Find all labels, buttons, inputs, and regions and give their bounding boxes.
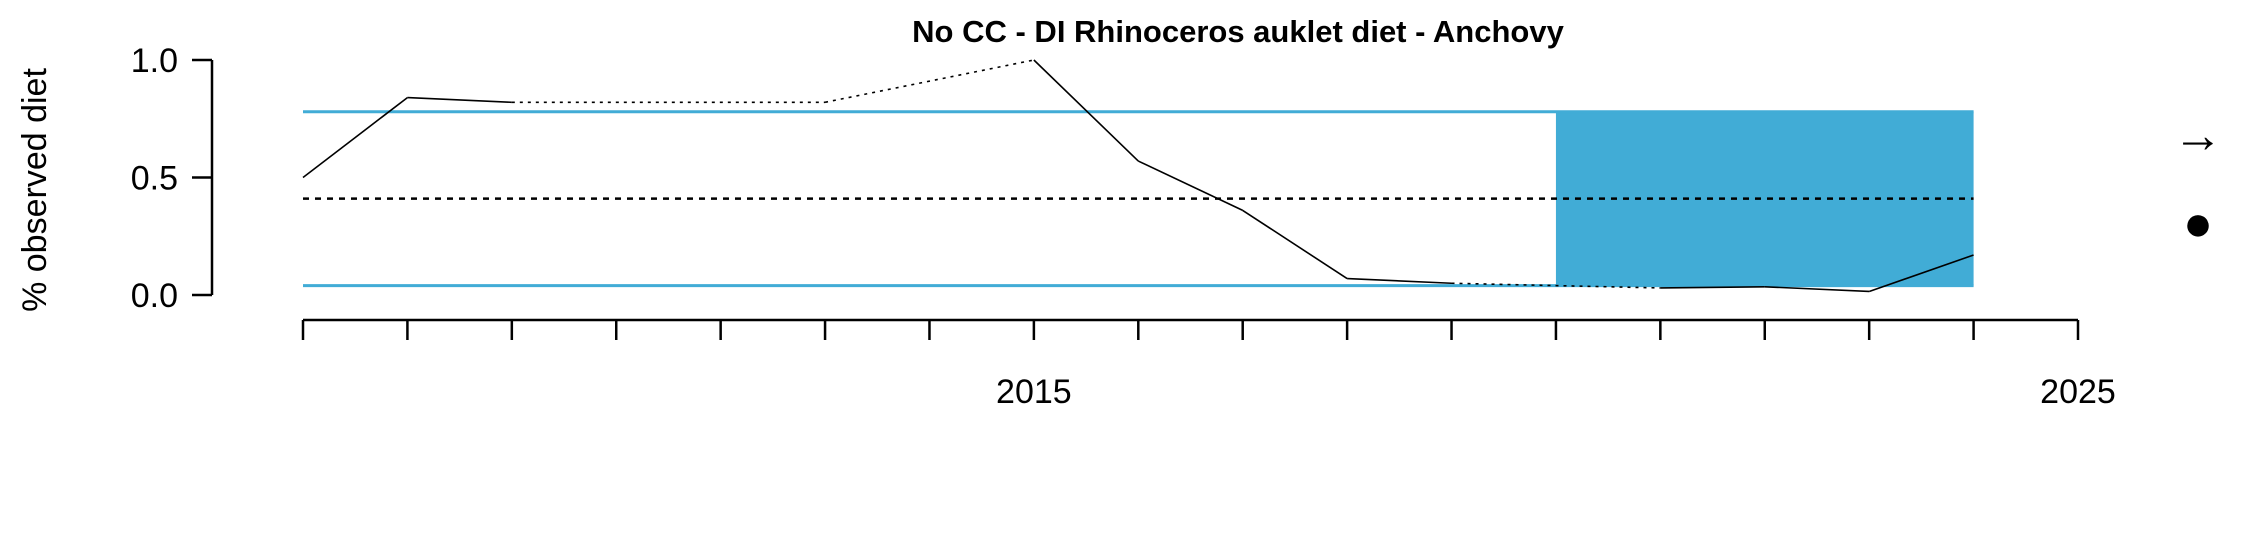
x-axis: 2015 2025 [301,318,2116,411]
recent-window-band [1555,111,1974,286]
y-tick-label: 1.0 [131,42,178,80]
series-segment [1764,285,1870,293]
y-axis-label: % observed diet [16,68,54,312]
series-segment [1033,59,1139,162]
y-tick-label: 0.5 [131,160,178,198]
series-group [302,59,1974,293]
series-gap-segment [824,59,1035,104]
status-dot-icon: ● [2183,195,2213,251]
trend-arrow-icon: → [2173,107,2223,163]
series-segment [1660,285,1765,289]
y-axis: 0.0 0.5 1.0 [131,42,214,315]
series-segment [1347,277,1452,285]
series-segment [302,96,408,179]
series-gap-segment [1451,282,1661,289]
chart-title: No CC - DI Rhinoceros auklet diet - Anch… [912,14,1564,49]
x-tick-label: 2015 [996,373,1072,411]
x-tick-label: 2025 [2040,373,2116,411]
series-segment [1868,254,1974,293]
series-segment [407,96,512,104]
recent-window-band-group [1555,111,1974,286]
series-segment [1242,209,1348,280]
y-tick-label: 0.0 [131,277,178,315]
series-segment [1137,160,1244,212]
